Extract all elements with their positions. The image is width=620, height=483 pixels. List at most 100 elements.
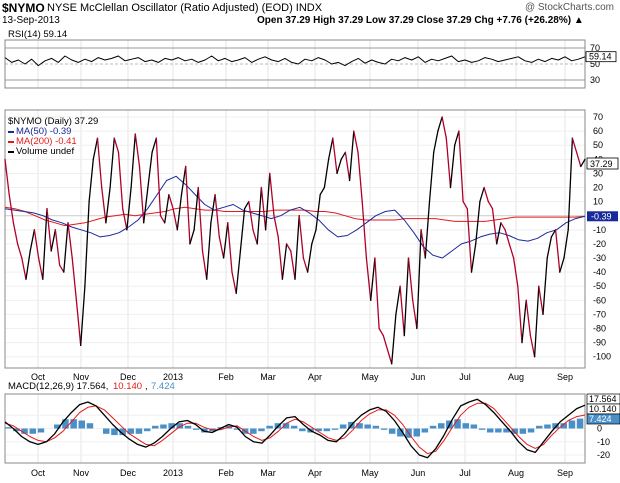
nymo-segment xyxy=(575,151,582,168)
nymo-segment xyxy=(281,243,288,280)
brand-watermark: @ StockCharts.com xyxy=(524,2,614,13)
nymo-segment xyxy=(180,165,187,196)
macd-hist-bar xyxy=(192,428,200,430)
nymo-segment xyxy=(25,250,31,280)
nymo-segment xyxy=(340,151,347,160)
main-ytick-8: -20 xyxy=(593,239,606,249)
nymo-segment xyxy=(491,208,498,245)
quote-summary: Open 37.29 High 37.29 Low 37.29 Close 37… xyxy=(257,15,584,26)
macd-xtick-2: Dec xyxy=(120,468,137,478)
macd-hist-bar xyxy=(119,428,126,436)
macd-signal-legend: 10.140 xyxy=(113,381,142,392)
main-ytick-4: -60 xyxy=(593,295,606,305)
macd-hist-bar xyxy=(331,428,339,430)
nymo-segment xyxy=(290,250,296,280)
ma200-line xyxy=(4,206,586,227)
nymo-segment xyxy=(21,257,27,280)
macd-hist-bar xyxy=(135,428,143,434)
rsi-ytick-1: 50 xyxy=(590,59,600,69)
main-panel-frame xyxy=(4,109,586,369)
macd-hist-bar xyxy=(54,424,61,429)
macd-hist-bar xyxy=(5,427,12,429)
macd-hist-legend: 7.424 xyxy=(151,381,175,392)
macd-xtick-7: May xyxy=(361,468,379,478)
nymo-segment xyxy=(424,200,431,259)
main-xtick-2: Dec xyxy=(120,372,137,382)
macd-hist-bar xyxy=(143,428,151,432)
macd-hist-bar xyxy=(487,428,494,433)
nymo-segment xyxy=(37,257,44,280)
legend-swatch-1 xyxy=(8,131,14,133)
nymo-segment xyxy=(122,208,128,231)
nymo-segment xyxy=(391,313,397,365)
nymo-segment xyxy=(159,215,166,224)
nymo-segment xyxy=(277,236,284,280)
nymo-segment xyxy=(164,193,170,224)
macd-xtick-9: Jul xyxy=(459,468,471,478)
chart-symbol: $NYMO xyxy=(2,1,45,15)
nymo-segment xyxy=(248,200,254,231)
nymo-segment xyxy=(567,137,574,231)
macd-hist-bar xyxy=(21,428,28,434)
macd-xtick-6: Apr xyxy=(308,468,322,478)
macd-hist-bar xyxy=(511,428,518,434)
macd-hist-bar xyxy=(168,423,175,429)
macd-hist-bar xyxy=(111,428,118,436)
nymo-segment xyxy=(227,222,233,273)
nymo-segment xyxy=(365,257,372,301)
main-ytick-5: -50 xyxy=(593,281,606,291)
nymo-segment xyxy=(193,186,199,231)
nymo-segment xyxy=(155,137,162,217)
macd-hist-bar xyxy=(421,428,429,433)
macd-hist-bar xyxy=(250,428,257,434)
legend-item-2: MA(200) -0.41 xyxy=(16,136,77,147)
macd-xtick-10: Aug xyxy=(508,468,524,478)
nymo-segment xyxy=(8,193,15,224)
main-xtick-3: 2013 xyxy=(163,372,183,382)
nymo-segment xyxy=(130,133,136,189)
macd-hist-bar xyxy=(478,428,486,430)
main-xtick-4: Feb xyxy=(218,372,234,382)
nymo-segment xyxy=(508,243,515,259)
main-ytick-11: 10 xyxy=(593,197,603,207)
nymo-segment xyxy=(126,186,132,231)
macd-hist-bar xyxy=(290,425,298,429)
main-ytick-6: -40 xyxy=(593,267,606,277)
nymo-segment xyxy=(147,151,153,189)
macd-hist-bar xyxy=(266,425,273,429)
nymo-segment xyxy=(542,257,548,316)
macd-hist-bar xyxy=(536,425,543,429)
main-ytick-0: -100 xyxy=(593,352,611,362)
macd-ytick-2: 0 xyxy=(597,424,602,434)
macd-line xyxy=(4,398,586,459)
nymo-segment xyxy=(256,186,263,245)
macd-hist-bar xyxy=(429,425,437,429)
macd-hist-bar xyxy=(160,424,167,429)
nymo-segment xyxy=(50,229,57,252)
nymo-segment xyxy=(306,243,313,273)
ma50-last-box xyxy=(587,211,618,222)
nymo-segment xyxy=(445,137,452,189)
nymo-segment xyxy=(67,222,73,259)
nymo-segment xyxy=(58,264,65,273)
rsi-last-box xyxy=(585,51,617,63)
nymo-segment xyxy=(46,208,52,252)
nymo-segment xyxy=(437,116,443,132)
macd-xtick-8: Jun xyxy=(411,468,426,478)
legend-swatch-2 xyxy=(8,141,14,143)
nymo-segment xyxy=(332,137,338,175)
nymo-segment xyxy=(206,222,212,280)
nymo-segment xyxy=(458,130,464,203)
macd-hist-bar xyxy=(552,423,559,429)
nymo-segment xyxy=(361,200,368,259)
nymo-segment xyxy=(512,257,519,287)
nymo-segment xyxy=(101,186,107,224)
nymo-segment xyxy=(563,229,569,259)
main-xtick-11: Sep xyxy=(557,372,573,382)
main-ytick-2: -80 xyxy=(593,324,606,334)
macd-hist-bar xyxy=(233,428,241,430)
nymo-segment xyxy=(189,229,195,245)
nymo-segment xyxy=(475,200,481,245)
macd-hist-bar xyxy=(519,428,527,434)
macd-hist-bar xyxy=(454,419,461,429)
